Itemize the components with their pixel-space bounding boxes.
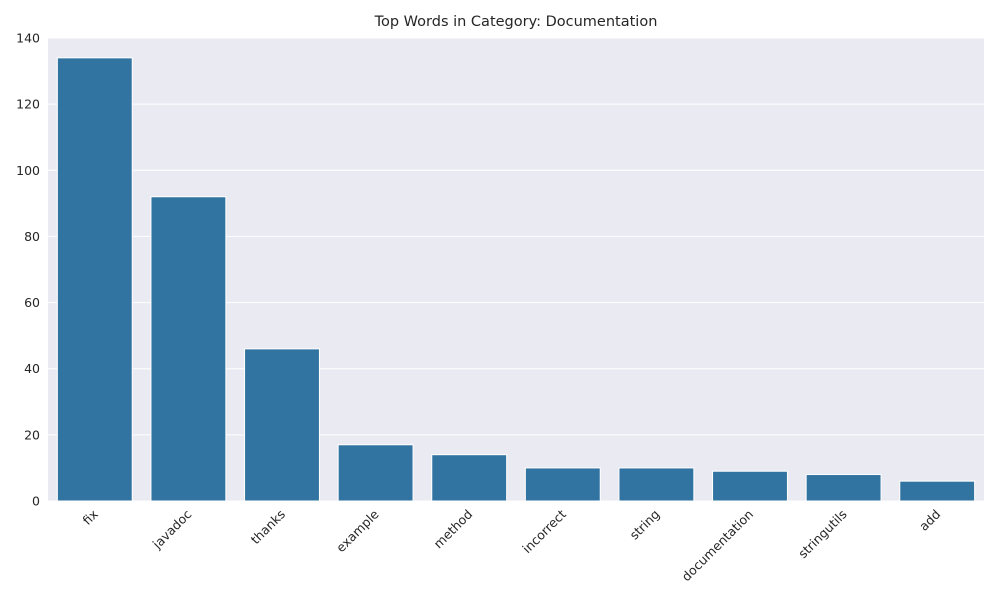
- y-tick-label: 40: [24, 361, 40, 376]
- x-tick-label: string: [627, 507, 663, 543]
- chart-title: Top Words in Category: Documentation: [374, 14, 658, 30]
- bar-documentation: [712, 470, 788, 502]
- bar-javadoc: [150, 196, 227, 502]
- bar-example: [337, 444, 414, 502]
- bar-fix: [56, 57, 133, 502]
- y-axis-ticks: 0 20 40 60 80 100 120 140: [16, 31, 40, 509]
- x-tick-label: fix: [80, 507, 101, 528]
- x-tick-label: javadoc: [149, 506, 195, 552]
- bar-add: [899, 480, 976, 502]
- x-axis-ticks: fix javadoc thanks example method incorrect st…: [80, 506, 944, 584]
- x-tick-label: add: [916, 507, 943, 534]
- y-tick-label: 0: [32, 494, 40, 509]
- y-tick-label: 100: [16, 163, 40, 178]
- bar-incorrect: [524, 467, 601, 502]
- x-tick-label: example: [333, 506, 382, 555]
- x-tick-label: thanks: [248, 507, 288, 547]
- y-tick-label: 60: [24, 295, 40, 310]
- bar-string: [618, 467, 695, 502]
- x-tick-label: incorrect: [519, 506, 569, 556]
- y-tick-label: 140: [16, 31, 40, 46]
- y-tick-label: 20: [24, 427, 40, 442]
- y-tick-label: 120: [16, 97, 40, 112]
- y-tick-label: 80: [24, 229, 40, 244]
- bars: [56, 57, 976, 502]
- x-tick-label: method: [431, 507, 476, 552]
- bar-stringutils: [805, 474, 882, 502]
- bar-method: [431, 454, 508, 502]
- bar-thanks: [244, 348, 320, 502]
- x-tick-label: documentation: [679, 507, 757, 585]
- x-tick-label: stringutils: [795, 507, 850, 562]
